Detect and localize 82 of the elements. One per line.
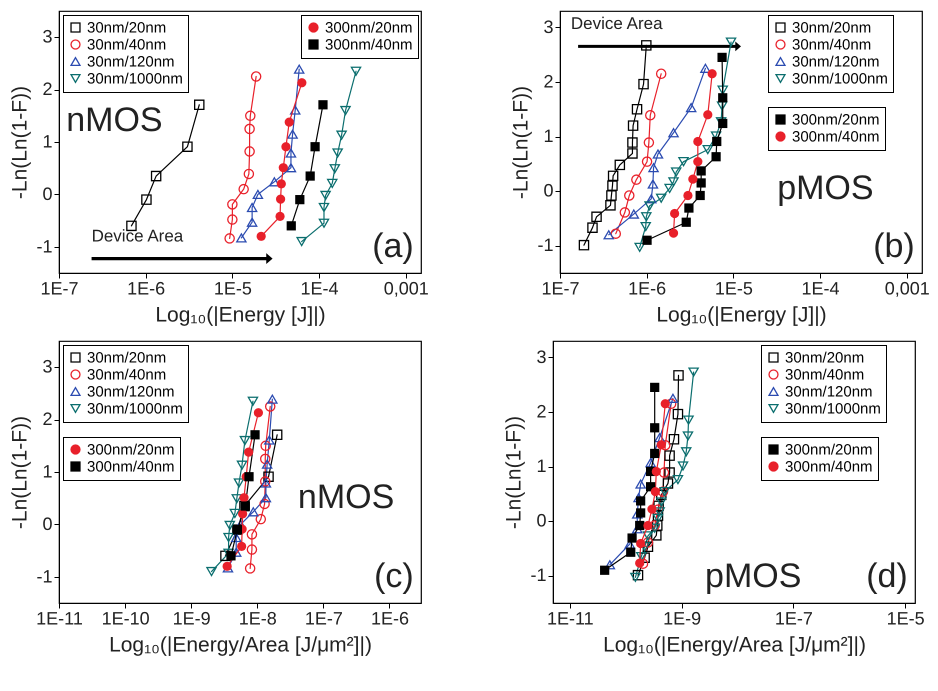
x-tick-label: 1E-7 bbox=[774, 608, 813, 628]
annotation: nMOS bbox=[298, 478, 394, 516]
y-tick-label: 3 bbox=[42, 26, 52, 47]
x-tick-label: 1E-7 bbox=[541, 278, 580, 298]
y-tick-label: 2 bbox=[543, 71, 554, 92]
legend-label: 300nm/40nm bbox=[792, 128, 880, 146]
y-tick-label: 2 bbox=[42, 79, 52, 100]
legend-label: 300nm/20nm bbox=[785, 442, 873, 458]
legend-label: 30nm/120nm bbox=[87, 54, 175, 70]
legend-label: 30nm/20nm bbox=[792, 20, 872, 36]
legend-label: 300nm/40nm bbox=[87, 458, 175, 476]
legend-label: 300nm/20nm bbox=[87, 442, 175, 458]
y-tick-label: -1 bbox=[530, 565, 546, 586]
x-tick-label: 1E-7 bbox=[304, 608, 343, 628]
legend-label: 30nm/40nm bbox=[87, 36, 166, 54]
y-tick-label: 3 bbox=[536, 346, 546, 367]
y-tick-label: 3 bbox=[543, 16, 554, 37]
legend-label: 30nm/40nm bbox=[87, 366, 166, 384]
y-tick-label: 1 bbox=[543, 126, 554, 146]
y-tick-label: 1 bbox=[42, 462, 52, 482]
y-tick-label: 3 bbox=[42, 356, 52, 377]
y-axis-title: -Ln(Ln(1-F)) bbox=[8, 86, 32, 200]
x-tick-label: 1E-11 bbox=[546, 608, 594, 628]
legend-label: 30nm/1000nm bbox=[87, 400, 183, 418]
y-tick-label: 0 bbox=[42, 184, 52, 204]
annotation: Device Area bbox=[92, 226, 184, 246]
x-axis-title: Log₁₀(|Energy [J]|) bbox=[155, 304, 326, 326]
y-tick-label: 0 bbox=[543, 180, 554, 201]
legend-label: 30nm/20nm bbox=[87, 350, 166, 366]
annotation: (c) bbox=[374, 556, 414, 595]
legend-label: 30nm/20nm bbox=[785, 350, 864, 366]
legend-label: 30nm/40nm bbox=[785, 366, 864, 384]
legend-label: 30nm/40nm bbox=[792, 36, 872, 54]
legend-label: 30nm/20nm bbox=[87, 20, 166, 36]
annotation: nMOS bbox=[66, 101, 163, 140]
x-tick-label: 1E-5 bbox=[714, 278, 753, 298]
x-tick-label: 0,001 bbox=[384, 278, 429, 298]
legend-label: 300nm/40nm bbox=[785, 458, 873, 476]
annotation: pMOS bbox=[777, 169, 874, 208]
x-tick-label: 1E-6 bbox=[370, 608, 409, 628]
y-tick-label: 2 bbox=[536, 401, 546, 422]
y-axis-title: -Ln(Ln(1-F)) bbox=[502, 416, 526, 530]
legend-label: 30nm/1000nm bbox=[785, 400, 881, 418]
annotation: (a) bbox=[372, 226, 414, 265]
x-tick-label: 1E-7 bbox=[40, 278, 79, 298]
legend-label: 300nm/20nm bbox=[325, 20, 413, 36]
annotation: (b) bbox=[873, 226, 915, 265]
x-tick-label: 1E-8 bbox=[238, 608, 277, 628]
y-tick-label: 0 bbox=[536, 510, 546, 531]
x-tick-label: 1E-5 bbox=[886, 608, 925, 628]
x-axis-title: Log₁₀(|Energy/Area [J/μm²]|) bbox=[109, 634, 372, 656]
y-tick-label: 1 bbox=[42, 132, 52, 152]
x-tick-label: 1E-10 bbox=[102, 608, 150, 628]
legend-label: 30nm/1000nm bbox=[792, 70, 888, 88]
x-tick-label: 1E-4 bbox=[300, 278, 339, 298]
annotation: Device Area bbox=[570, 14, 664, 34]
y-tick-label: 1 bbox=[536, 456, 546, 476]
y-tick-label: -1 bbox=[537, 235, 554, 256]
x-tick-label: 1E-4 bbox=[802, 278, 840, 298]
x-tick-label: 1E-11 bbox=[36, 608, 83, 628]
legend-label: 30nm/120nm bbox=[785, 384, 873, 400]
y-tick-label: 0 bbox=[42, 514, 52, 534]
y-tick-label: 2 bbox=[42, 409, 52, 430]
y-axis-title: -Ln(Ln(1-F)) bbox=[509, 86, 532, 200]
legend-label: 300nm/20nm bbox=[792, 112, 880, 128]
x-tick-label: 1E-6 bbox=[628, 278, 666, 298]
y-tick-label: -1 bbox=[36, 566, 52, 586]
y-axis-title: -Ln(Ln(1-F)) bbox=[8, 416, 32, 530]
legend-label: 30nm/120nm bbox=[87, 384, 175, 400]
x-axis-title: Log₁₀(|Energy [J]|) bbox=[656, 304, 827, 326]
x-tick-label: 1E-5 bbox=[214, 278, 252, 298]
x-axis-title: Log₁₀(|Energy/Area [J/μm²]|) bbox=[603, 634, 866, 656]
legend-label: 30nm/120nm bbox=[792, 54, 880, 70]
x-tick-label: 1E-9 bbox=[663, 608, 702, 628]
x-tick-label: 0,001 bbox=[884, 278, 930, 298]
annotation: (d) bbox=[866, 556, 908, 595]
legend-label: 30nm/1000nm bbox=[87, 70, 183, 88]
annotation: pMOS bbox=[705, 556, 802, 595]
legend-label: 300nm/40nm bbox=[325, 36, 413, 54]
y-tick-label: -1 bbox=[36, 236, 52, 256]
x-tick-label: 1E-6 bbox=[127, 278, 166, 298]
x-tick-label: 1E-9 bbox=[172, 608, 211, 628]
